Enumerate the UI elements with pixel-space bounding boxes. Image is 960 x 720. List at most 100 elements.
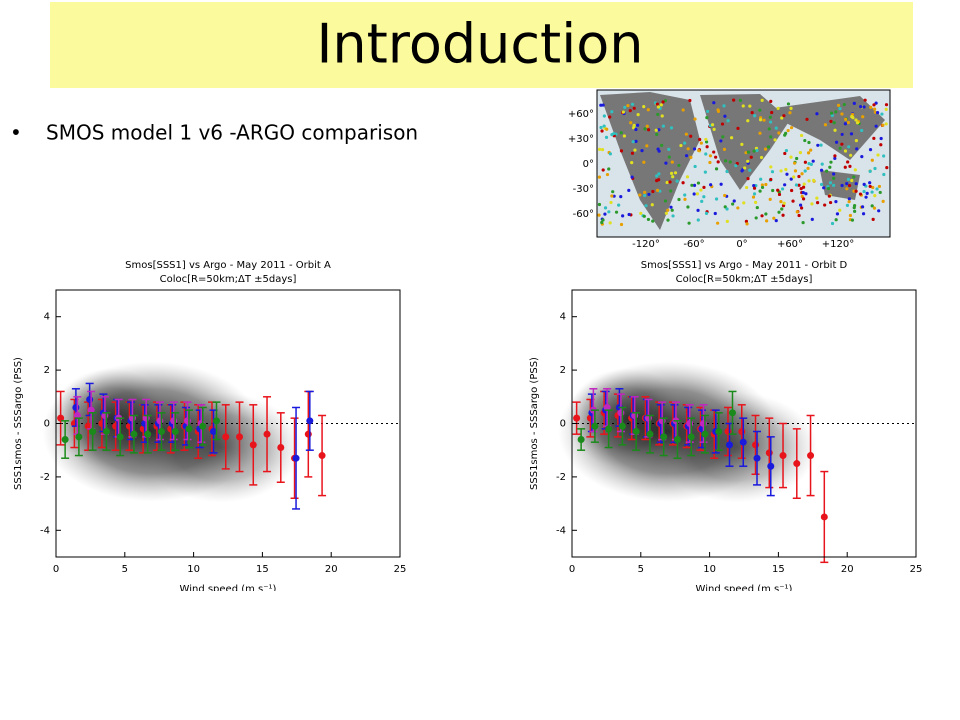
map-dot <box>783 183 787 187</box>
map-dot <box>721 135 725 139</box>
map-dot <box>881 123 885 127</box>
map-dot <box>612 131 616 136</box>
map-dot <box>608 115 612 119</box>
map-dot <box>645 124 649 128</box>
map-dot <box>754 216 758 220</box>
map-dot <box>848 213 853 218</box>
point <box>170 417 178 425</box>
map-dot <box>834 218 838 222</box>
map-dot <box>643 193 647 198</box>
map-dot <box>614 210 619 214</box>
map-dot <box>705 145 709 149</box>
map-dot <box>822 186 826 190</box>
map-dot <box>617 203 621 207</box>
map-dot <box>793 161 797 165</box>
map-dot <box>805 117 809 121</box>
map-dot <box>795 210 799 214</box>
point <box>820 513 828 521</box>
map-dot <box>688 98 692 103</box>
map-dot <box>657 178 661 182</box>
map-dot <box>786 102 791 106</box>
map-dot <box>677 163 681 168</box>
scatter-cloud <box>51 368 172 469</box>
map-dot <box>855 147 859 151</box>
map-dots <box>597 98 889 227</box>
map-dot <box>687 221 691 225</box>
map-dot <box>799 133 804 138</box>
map-dot <box>819 182 824 187</box>
map-dot <box>803 160 807 164</box>
map-dot <box>646 217 651 222</box>
point <box>157 428 165 436</box>
map-dot <box>807 162 811 166</box>
y-tick-label: 2 <box>44 365 50 376</box>
map-y-tick-label: -60° <box>573 209 594 220</box>
point <box>185 425 193 433</box>
map-dot <box>708 160 712 165</box>
map-dot <box>738 98 742 102</box>
map-dot <box>811 159 815 163</box>
point <box>573 414 581 422</box>
map-dot <box>660 114 664 118</box>
map-dot <box>712 150 716 154</box>
map-dot <box>752 186 757 190</box>
map-dot <box>619 195 623 199</box>
map-dot <box>626 103 630 108</box>
map-dot <box>798 203 803 207</box>
map-dot <box>801 221 805 225</box>
map-dot <box>782 201 786 205</box>
map-dot <box>669 171 674 175</box>
map-dot <box>671 214 675 218</box>
map-dot <box>612 194 616 198</box>
map-dot <box>847 145 851 149</box>
map-dot <box>642 105 646 109</box>
map-dot <box>644 204 648 208</box>
map-dot <box>760 214 764 218</box>
map-dot <box>880 112 884 116</box>
map-dot <box>689 155 693 160</box>
point <box>306 417 314 425</box>
map-dot <box>630 102 635 106</box>
map-dot <box>797 183 801 187</box>
map-dot <box>732 199 736 203</box>
map-dot <box>725 169 729 174</box>
map-dot <box>765 219 769 223</box>
map-dot <box>758 131 762 135</box>
map-dot <box>657 149 661 153</box>
map-dot <box>695 192 700 196</box>
map-dot <box>823 123 828 127</box>
point <box>699 420 707 427</box>
point <box>779 452 787 460</box>
map-dot <box>704 211 709 215</box>
y-tick-label: -2 <box>40 472 50 483</box>
map-dot <box>636 123 640 127</box>
scatter-cloud <box>657 392 818 503</box>
point <box>236 433 244 441</box>
map-dot <box>758 108 762 112</box>
map-dot <box>655 174 659 178</box>
map-dot <box>846 177 851 181</box>
map-dot <box>769 99 773 103</box>
map-dot <box>764 212 768 216</box>
map-dot <box>828 181 833 185</box>
point <box>212 417 220 425</box>
map-dot <box>704 137 708 142</box>
map-dot <box>779 200 783 204</box>
y-axis-label: SSS1smos - SSSargo (PSS) <box>13 357 24 490</box>
map-dot <box>838 107 842 111</box>
map-dot <box>782 114 786 118</box>
map-dot <box>868 147 873 152</box>
x-axis-label: Wind speed (m s⁻¹) <box>180 584 277 595</box>
title-banner <box>50 2 913 88</box>
map-dot <box>608 221 612 225</box>
map-dot <box>602 124 606 128</box>
point <box>765 449 773 457</box>
map-dot <box>836 103 841 107</box>
map-dot <box>661 124 665 128</box>
map-dot <box>834 200 838 204</box>
map-dot <box>702 185 706 189</box>
map-dot <box>828 165 832 169</box>
map-dot <box>667 155 671 159</box>
map-dot <box>829 111 834 115</box>
map-dot <box>713 211 717 216</box>
